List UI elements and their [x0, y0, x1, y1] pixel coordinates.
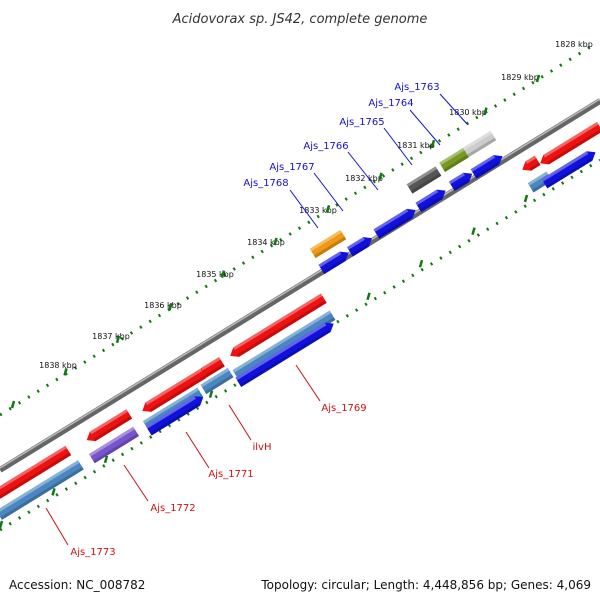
leader-line: [409, 109, 441, 146]
gene-Ajs_1765: [406, 166, 442, 194]
gene-steel-4: [0, 460, 84, 520]
tick-mark: [273, 237, 278, 246]
tick-mark: [51, 488, 56, 496]
tick-label: 1837 kbp: [92, 332, 130, 341]
gene-label: Ajs_1773: [70, 547, 115, 558]
gene-label: ilvH: [253, 442, 272, 453]
gene-blue-far: [541, 151, 596, 189]
tick-mark: [535, 74, 541, 83]
tick-label: 1836 kbp: [144, 301, 182, 310]
gene-Ajs_1771: [142, 368, 207, 412]
gene-label: Ajs_1765: [339, 117, 384, 128]
leader-line: [289, 189, 319, 229]
tick-mark: [63, 368, 68, 376]
gene-Ajs_1764: [439, 147, 469, 173]
gene-Ajs_1766: [373, 208, 416, 239]
tick-mark: [10, 400, 16, 409]
tick-mark: [168, 302, 173, 311]
tick-mark: [325, 205, 331, 213]
gene-label: Ajs_1769: [321, 403, 366, 414]
tick-mark: [418, 259, 424, 268]
tick-mark: [208, 390, 214, 398]
outer-dotted-guide: [0, 45, 591, 417]
tick-label: 1830 kbp: [449, 108, 487, 117]
gene-blue-c: [415, 189, 446, 213]
leader-line: [313, 172, 344, 212]
kbp-ticks: 1828 kbp 1829 kbp 1830 kbp 1831 kbp 1832 kbp…: [0, 40, 593, 529]
tick-mark: [471, 227, 476, 235]
tick-mark: [483, 107, 488, 115]
gene-Ajs_1763: [459, 130, 497, 160]
leader-line: [185, 431, 210, 469]
tick-label: 1838 kbp: [39, 361, 77, 370]
gene-blue-d: [347, 237, 373, 257]
gene-red-far: [522, 155, 541, 171]
accession-text: Accession: NC_008782: [9, 578, 146, 592]
gene-label: Ajs_1771: [208, 469, 253, 480]
tick-mark: [220, 270, 226, 278]
gene-red-far2: [540, 121, 600, 165]
tick-mark: [366, 292, 371, 301]
gene-Ajs_1769: [230, 293, 327, 357]
gene-blue-b: [448, 172, 473, 191]
leader-line: [45, 507, 69, 546]
leader-line: [123, 464, 149, 502]
tick-mark: [0, 520, 4, 529]
map-title: Acidovorax sp. JS42, complete genome: [172, 12, 428, 27]
leader-line: [439, 93, 468, 125]
gene-label: Ajs_1772: [150, 503, 195, 514]
gene-ilvH: [198, 356, 225, 378]
tick-mark: [115, 335, 121, 344]
gene-label: Ajs_1767: [269, 162, 314, 173]
gene-label: Ajs_1764: [368, 98, 413, 109]
gene-blue-6: [145, 396, 204, 436]
gene-Ajs_1767: [318, 251, 349, 275]
tick-mark: [523, 194, 529, 203]
tick-label: 1833 kbp: [299, 206, 337, 215]
gene-label: Ajs_1763: [394, 82, 439, 93]
gene-purple-1: [88, 426, 140, 464]
gene-label: Ajs_1766: [303, 141, 348, 152]
tick-label: 1828 kbp: [555, 40, 593, 49]
gene-Ajs_1773: [0, 445, 72, 499]
leader-line: [228, 404, 252, 441]
tick-label: 1831 kbp: [397, 141, 435, 150]
tick-label: 1829 kbp: [501, 73, 539, 82]
leader-line: [383, 127, 413, 166]
leader-line: [347, 151, 379, 191]
genome-backbone: [0, 98, 600, 473]
tick-label: 1832 kbp: [345, 174, 383, 183]
gene-blue-5: [235, 322, 334, 388]
topology-text: Topology: circular; Length: 4,448,856 bp…: [261, 578, 591, 592]
tick-mark: [430, 139, 436, 148]
gene-Ajs_1768: [309, 229, 347, 259]
gene-labels: Ajs_1763 Ajs_1764 Ajs_1765 Ajs_1766 Ajs_1767…: [45, 82, 468, 558]
tick-mark: [378, 172, 383, 181]
tick-label: 1834 kbp: [247, 238, 285, 247]
gene-label: Ajs_1768: [243, 178, 288, 189]
gene-steel-2: [200, 367, 234, 395]
leader-line: [295, 364, 321, 402]
gene-features: [0, 121, 600, 520]
gene-blue-a: [470, 155, 503, 179]
tick-label: 1835 kbp: [196, 270, 234, 279]
genome-backbone-highlight: [0, 98, 600, 469]
gene-Ajs_1772: [86, 409, 133, 442]
tick-mark: [103, 455, 109, 464]
